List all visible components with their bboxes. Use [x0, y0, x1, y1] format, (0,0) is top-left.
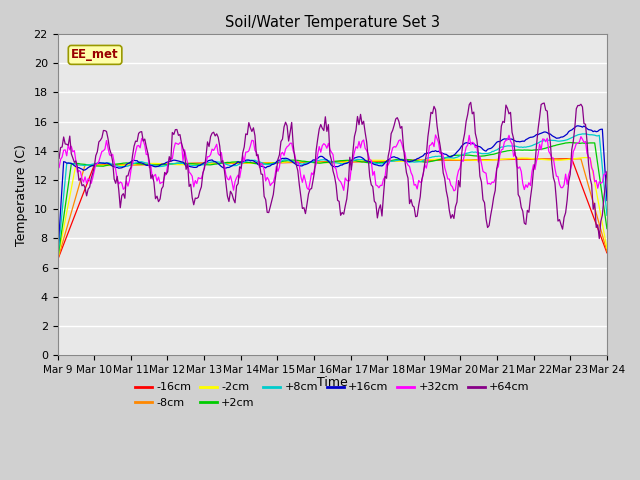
+32cm	[575, 139, 583, 145]
Line: -16cm: -16cm	[58, 159, 607, 260]
-8cm	[218, 160, 225, 166]
+2cm	[245, 159, 253, 165]
Line: +8cm: +8cm	[58, 134, 607, 260]
+32cm	[236, 175, 243, 180]
+2cm	[54, 258, 61, 264]
-2cm	[54, 257, 61, 263]
+2cm	[236, 159, 243, 165]
Line: -8cm: -8cm	[58, 159, 607, 260]
+8cm	[603, 213, 611, 218]
Legend: -16cm, -8cm, -2cm, +2cm, +8cm, +16cm, +32cm, +64cm: -16cm, -8cm, -2cm, +2cm, +8cm, +16cm, +3…	[131, 378, 534, 412]
+32cm	[432, 132, 440, 138]
Line: -2cm: -2cm	[58, 157, 607, 260]
-2cm	[236, 160, 243, 166]
-8cm	[522, 156, 530, 162]
+8cm	[294, 160, 301, 166]
+32cm	[603, 169, 611, 175]
-16cm	[568, 156, 575, 162]
-8cm	[121, 162, 129, 168]
+8cm	[582, 131, 589, 137]
+8cm	[121, 163, 129, 169]
-2cm	[245, 160, 253, 166]
-16cm	[121, 162, 129, 168]
X-axis label: Time: Time	[317, 376, 348, 389]
Line: +2cm: +2cm	[58, 143, 607, 261]
-16cm	[236, 160, 243, 166]
+16cm	[245, 157, 253, 163]
+64cm	[595, 236, 603, 241]
+64cm	[467, 99, 475, 105]
+32cm	[245, 148, 253, 154]
+16cm	[573, 123, 580, 129]
+16cm	[574, 123, 582, 129]
+2cm	[574, 140, 582, 146]
+8cm	[245, 157, 253, 163]
+32cm	[121, 185, 129, 191]
-16cm	[603, 250, 611, 256]
-16cm	[54, 257, 61, 263]
Line: +32cm: +32cm	[58, 135, 607, 191]
+8cm	[54, 257, 61, 263]
-2cm	[294, 159, 301, 165]
+8cm	[236, 161, 243, 167]
+8cm	[573, 132, 580, 138]
+2cm	[121, 160, 129, 166]
-8cm	[245, 160, 253, 166]
-8cm	[603, 249, 611, 254]
+16cm	[121, 164, 129, 169]
+64cm	[574, 103, 582, 108]
+32cm	[450, 188, 458, 194]
Y-axis label: Temperature (C): Temperature (C)	[15, 144, 28, 246]
-2cm	[121, 162, 129, 168]
+8cm	[218, 160, 225, 166]
+32cm	[54, 164, 61, 170]
+16cm	[236, 160, 243, 166]
+64cm	[603, 169, 611, 175]
Text: EE_met: EE_met	[71, 48, 119, 61]
+32cm	[218, 150, 225, 156]
+16cm	[603, 198, 611, 204]
+16cm	[54, 255, 61, 261]
-2cm	[218, 160, 225, 166]
+64cm	[236, 164, 243, 170]
Line: +16cm: +16cm	[58, 126, 607, 258]
-16cm	[245, 160, 253, 166]
+16cm	[294, 163, 301, 168]
+2cm	[603, 226, 611, 231]
+2cm	[294, 157, 301, 163]
-8cm	[236, 160, 243, 166]
+32cm	[294, 159, 301, 165]
+16cm	[218, 164, 225, 169]
+64cm	[121, 195, 129, 201]
+2cm	[566, 140, 574, 145]
+64cm	[294, 168, 301, 173]
-2cm	[603, 245, 611, 251]
Title: Soil/Water Temperature Set 3: Soil/Water Temperature Set 3	[225, 15, 440, 30]
-16cm	[574, 172, 582, 178]
-8cm	[54, 257, 61, 263]
-8cm	[294, 159, 301, 165]
-16cm	[294, 159, 301, 165]
-2cm	[573, 156, 580, 161]
-2cm	[583, 155, 591, 160]
-16cm	[218, 160, 225, 166]
Line: +64cm: +64cm	[58, 102, 607, 239]
+64cm	[218, 160, 225, 166]
-8cm	[574, 156, 582, 162]
+64cm	[245, 120, 253, 125]
+64cm	[54, 156, 61, 162]
+2cm	[218, 160, 225, 166]
